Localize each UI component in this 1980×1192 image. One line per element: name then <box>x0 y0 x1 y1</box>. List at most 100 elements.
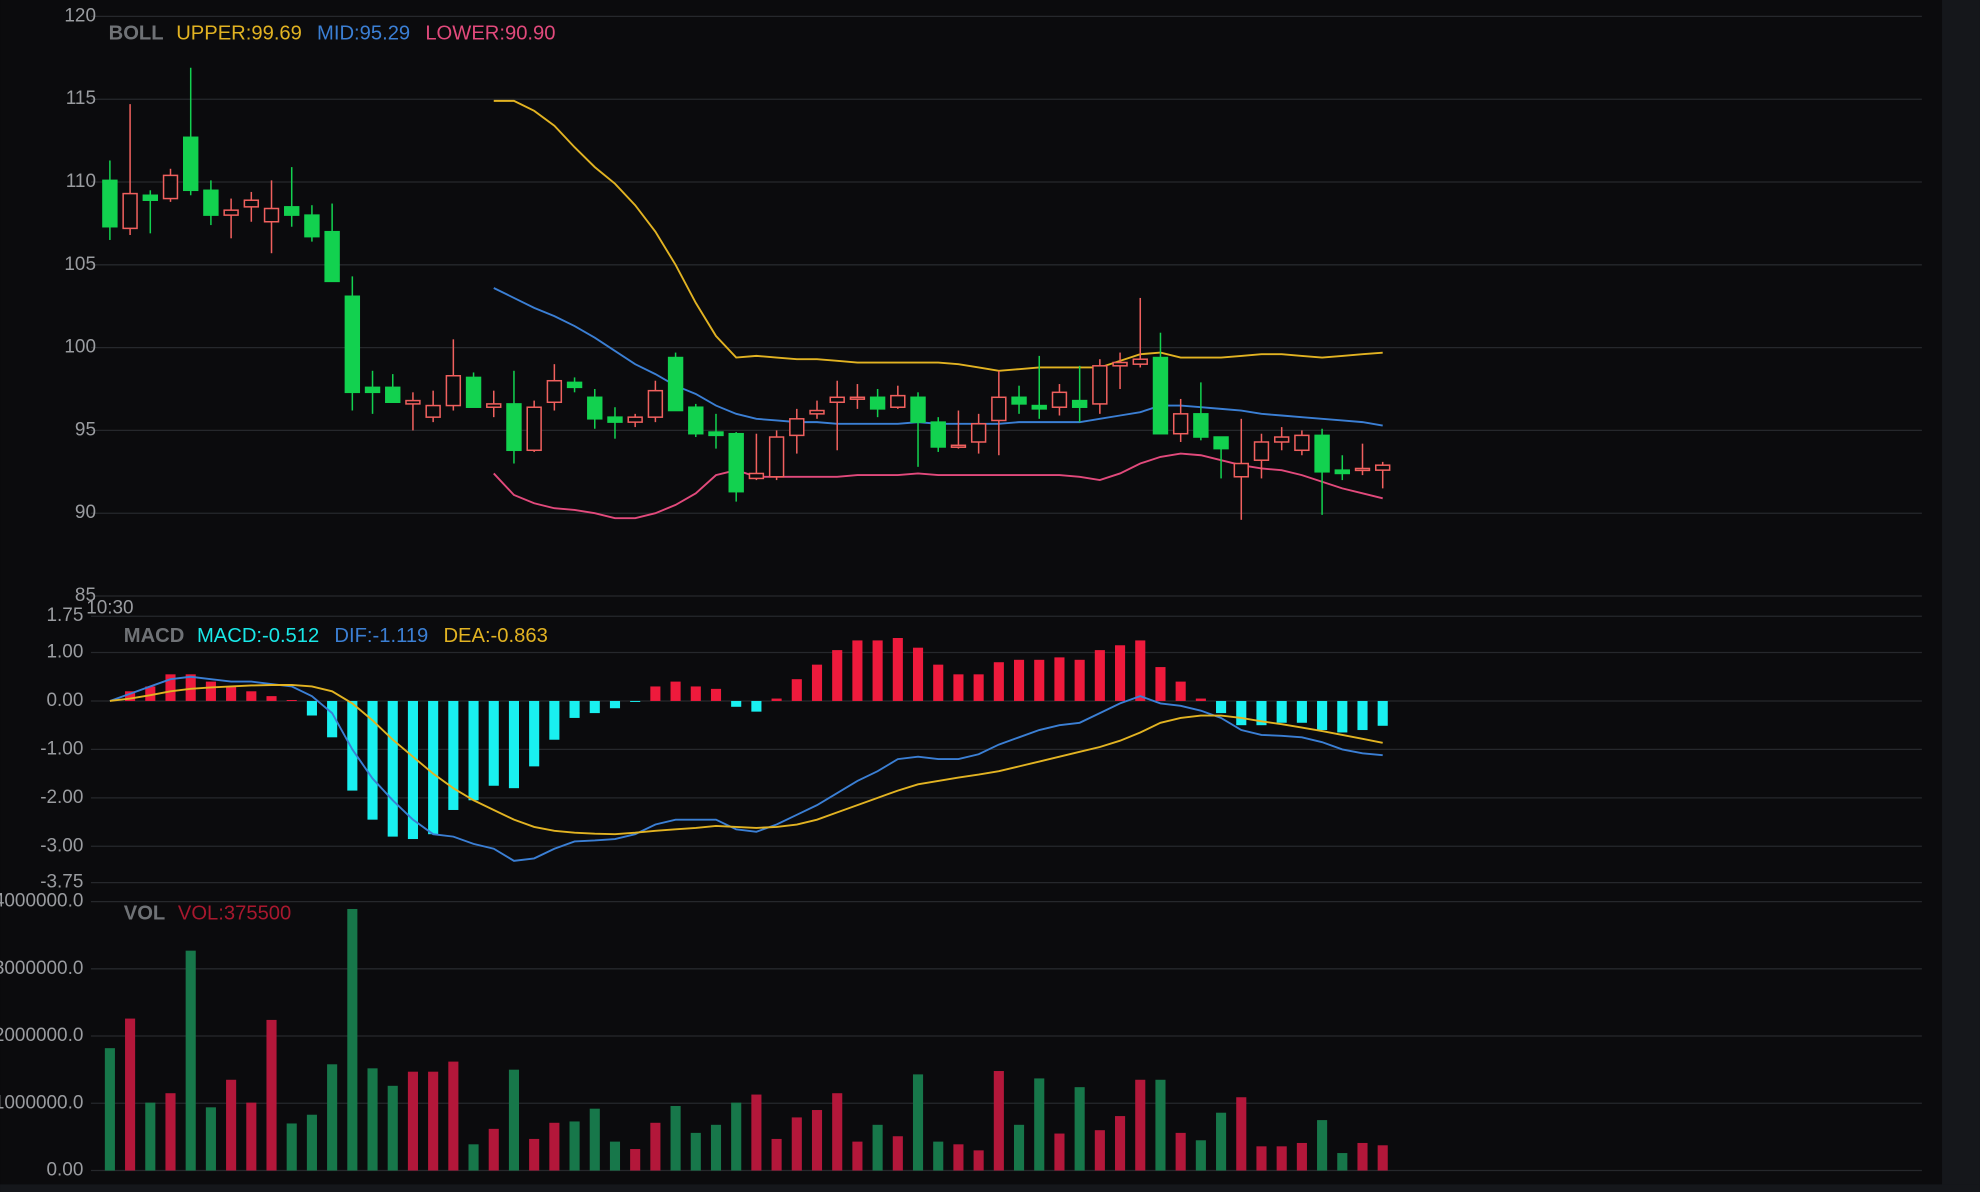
candle-body <box>1213 436 1229 450</box>
macd-bar <box>327 700 338 738</box>
bottom-strip <box>0 1184 1980 1192</box>
macd-bar <box>407 700 418 840</box>
candle-body <box>829 396 845 404</box>
volume-bar <box>1256 1146 1267 1171</box>
candle-body <box>1011 396 1027 405</box>
candle-body <box>1294 434 1310 452</box>
macd-bar <box>306 700 317 716</box>
macd-bar <box>508 700 520 789</box>
macd-bar <box>933 664 944 701</box>
macd-bar <box>448 700 459 810</box>
candle-body <box>1314 434 1330 473</box>
macd-bar <box>428 700 439 835</box>
y-tick-label: -1.00 <box>40 738 83 759</box>
volume-bar <box>1155 1079 1166 1171</box>
candle-body <box>162 174 179 200</box>
macd-bar <box>367 700 378 820</box>
volume-bar <box>104 1048 115 1171</box>
volume-bar <box>266 1019 277 1171</box>
macd-bar <box>1236 700 1247 726</box>
macd-bar <box>852 640 863 701</box>
volume-bar <box>448 1061 459 1171</box>
candle-body <box>1253 441 1270 461</box>
macd-bar <box>468 700 479 801</box>
legend-title: MACD <box>124 625 185 647</box>
legend-entry: LOWER:90.90 <box>425 22 555 44</box>
volume-bar <box>407 1071 418 1171</box>
volume-bar <box>670 1105 681 1171</box>
macd-bar <box>529 700 540 767</box>
volume-bar <box>1074 1087 1085 1171</box>
y-tick-label: 120 <box>64 5 96 26</box>
candle-body <box>1334 469 1350 475</box>
candle-body <box>950 444 967 448</box>
volume-bar <box>933 1141 944 1171</box>
volume-bar <box>872 1124 883 1171</box>
candle-body <box>526 406 542 452</box>
macd-bar <box>1013 659 1025 701</box>
candle-body <box>1051 391 1068 408</box>
candle-body <box>647 389 664 418</box>
candle-body <box>102 179 118 228</box>
volume-bar <box>205 1107 216 1171</box>
candle-body <box>284 206 300 216</box>
volume-bar <box>468 1144 479 1171</box>
legend-title: BOLL <box>109 22 164 44</box>
candle-body <box>566 381 583 389</box>
y-tick-label: 4000000.0 <box>0 891 83 912</box>
candle-body <box>910 396 926 423</box>
candle-body <box>344 295 361 394</box>
candle-body <box>728 432 744 493</box>
volume-bar <box>1094 1130 1105 1171</box>
macd-bar <box>650 686 661 701</box>
candle-body <box>587 396 603 420</box>
volume-bar <box>892 1136 903 1171</box>
candle-body <box>445 375 462 407</box>
macd-bar <box>811 664 823 701</box>
volume-bar <box>549 1122 560 1171</box>
volume-bar <box>953 1144 964 1171</box>
macd-bar <box>185 674 196 701</box>
volume-bar <box>771 1138 782 1171</box>
y-tick-label: 1.75 <box>47 605 84 626</box>
candle-body <box>486 403 502 408</box>
candle-body <box>1233 462 1249 478</box>
candle-body <box>667 356 684 412</box>
y-tick-label: 1000000.0 <box>0 1092 83 1113</box>
candle-body <box>890 394 906 408</box>
volume-bar <box>327 1064 338 1171</box>
macd-bar <box>1094 650 1105 701</box>
y-tick-label: 3000000.0 <box>0 958 83 979</box>
candle-body <box>768 436 785 478</box>
volume-bar <box>529 1138 540 1171</box>
macd-bar <box>488 700 499 786</box>
macd-bar <box>771 698 782 701</box>
candle-body <box>203 189 219 216</box>
macd-bar <box>670 681 681 701</box>
volume-bar <box>912 1074 924 1171</box>
candle-body <box>243 199 260 208</box>
macd-bar <box>832 650 843 701</box>
volume-bar <box>286 1123 297 1171</box>
candle-body <box>506 403 522 452</box>
volume-bar <box>428 1071 439 1171</box>
macd-bar <box>145 686 156 701</box>
candle-body <box>1152 356 1169 435</box>
candle-body <box>183 136 199 192</box>
macd-bar <box>1337 700 1348 733</box>
legend-entry: DIF:-1.119 <box>334 625 428 647</box>
y-tick-label: 100 <box>64 337 96 358</box>
macd-bar <box>872 640 883 701</box>
volume-bar <box>145 1102 156 1171</box>
indicator-line <box>109 675 1383 862</box>
legend-entry: MID:95.29 <box>317 22 410 44</box>
volume-bar <box>791 1117 802 1171</box>
candle-body <box>970 423 987 443</box>
macd-bar <box>1296 700 1307 723</box>
volume-bar <box>751 1094 762 1171</box>
legend-entry: DEA:-0.863 <box>443 625 547 647</box>
y-tick-label: 105 <box>64 254 96 275</box>
macd-bar <box>953 674 964 701</box>
macd-bar <box>1377 700 1388 726</box>
macd-bar <box>549 700 560 740</box>
